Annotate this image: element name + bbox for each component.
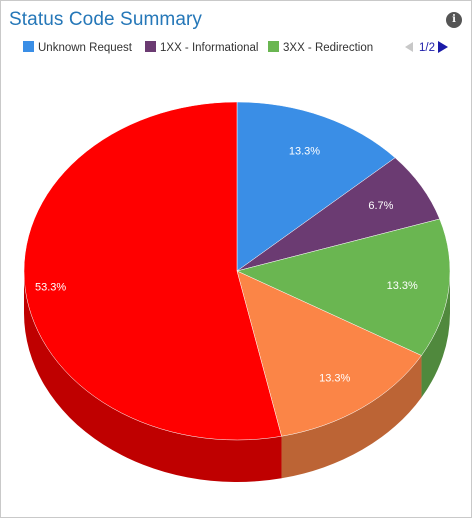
pie-data-label-3: 13.3% <box>319 373 350 385</box>
legend-pager: 1/2 <box>405 41 448 55</box>
legend-item-1xx-informational[interactable]: 1XX - Informational <box>145 41 258 55</box>
legend-page-number: 1/2 <box>419 42 435 54</box>
legend-swatch <box>145 41 156 52</box>
pie-slice-4[interactable] <box>23 101 282 441</box>
pie-side-walls <box>24 271 450 482</box>
pie-top <box>23 101 451 441</box>
info-icon[interactable]: i <box>446 12 462 28</box>
pie-data-label-2: 13.3% <box>387 280 418 292</box>
pie-data-label-1: 6.7% <box>368 200 393 212</box>
legend-swatch <box>268 41 279 52</box>
triangle-left-icon[interactable] <box>405 42 413 52</box>
legend-item-3xx-redirection[interactable]: 3XX - Redirection <box>268 41 373 55</box>
pie-slice-3[interactable] <box>236 270 422 437</box>
pie-side-3 <box>281 355 422 479</box>
pie-data-label-4: 53.3% <box>35 282 66 294</box>
pie-slice-2[interactable] <box>236 218 451 356</box>
legend-swatch <box>23 41 34 52</box>
widget-title: Status Code Summary <box>9 9 203 30</box>
legend-label: 1XX - Informational <box>160 42 259 54</box>
pie-labels: 13.3% 6.7% 13.3% 13.3% 53.3% <box>35 146 418 385</box>
pie-side-2 <box>421 271 450 398</box>
pie-data-label-0: 13.3% <box>289 146 320 158</box>
triangle-right-icon[interactable] <box>438 41 448 53</box>
legend-label: 3XX - Redirection <box>283 42 374 54</box>
pie-slice-0[interactable] <box>236 101 396 272</box>
legend-item-unknown-request[interactable]: Unknown Request <box>23 41 132 55</box>
pie-side-4 <box>24 271 282 482</box>
legend-label: Unknown Request <box>38 42 132 54</box>
